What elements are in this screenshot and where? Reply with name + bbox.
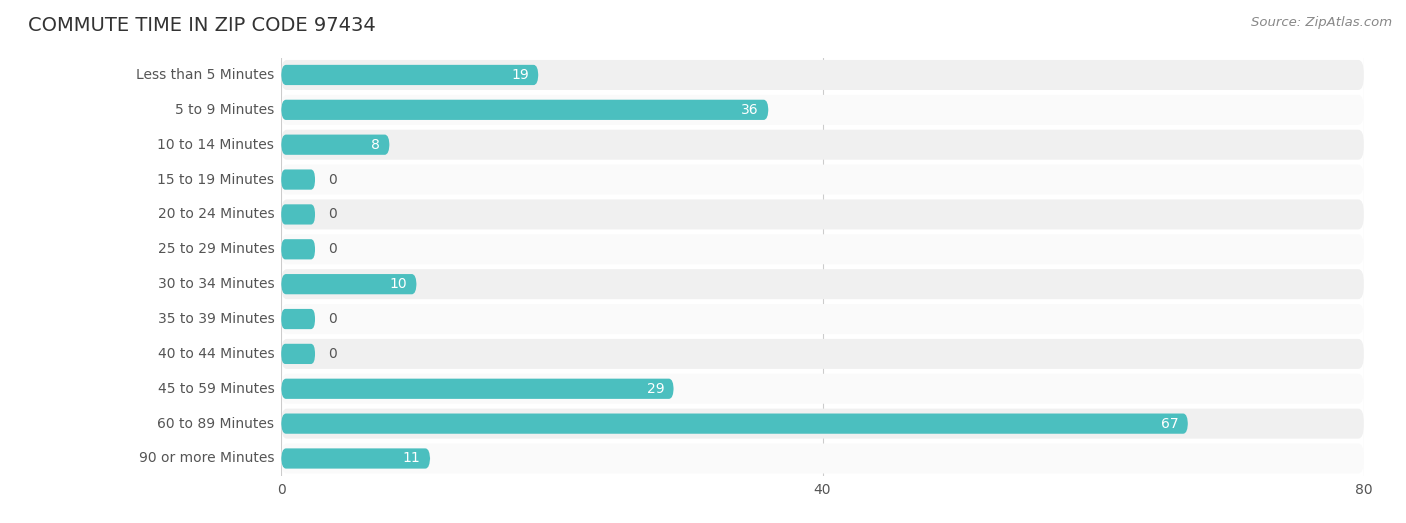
FancyBboxPatch shape bbox=[281, 130, 1364, 160]
FancyBboxPatch shape bbox=[281, 134, 389, 155]
Text: 60 to 89 Minutes: 60 to 89 Minutes bbox=[157, 417, 274, 430]
FancyBboxPatch shape bbox=[281, 304, 1364, 334]
Text: 67: 67 bbox=[1161, 417, 1178, 430]
FancyBboxPatch shape bbox=[281, 169, 315, 190]
FancyBboxPatch shape bbox=[281, 408, 1364, 439]
Text: 90 or more Minutes: 90 or more Minutes bbox=[139, 451, 274, 465]
Text: 10 to 14 Minutes: 10 to 14 Minutes bbox=[157, 138, 274, 152]
FancyBboxPatch shape bbox=[281, 60, 1364, 90]
Text: 10: 10 bbox=[389, 277, 408, 291]
Text: 5 to 9 Minutes: 5 to 9 Minutes bbox=[174, 103, 274, 117]
Text: 36: 36 bbox=[741, 103, 759, 117]
FancyBboxPatch shape bbox=[281, 234, 1364, 264]
Text: 11: 11 bbox=[404, 451, 420, 465]
Text: 0: 0 bbox=[329, 208, 337, 221]
Text: 40 to 44 Minutes: 40 to 44 Minutes bbox=[157, 347, 274, 361]
FancyBboxPatch shape bbox=[281, 239, 315, 259]
Text: Less than 5 Minutes: Less than 5 Minutes bbox=[136, 68, 274, 82]
Text: 0: 0 bbox=[329, 312, 337, 326]
FancyBboxPatch shape bbox=[281, 379, 673, 399]
Text: 15 to 19 Minutes: 15 to 19 Minutes bbox=[157, 173, 274, 187]
Text: 45 to 59 Minutes: 45 to 59 Minutes bbox=[157, 382, 274, 396]
FancyBboxPatch shape bbox=[281, 204, 315, 224]
Text: 25 to 29 Minutes: 25 to 29 Minutes bbox=[157, 242, 274, 256]
FancyBboxPatch shape bbox=[281, 444, 1364, 473]
FancyBboxPatch shape bbox=[281, 414, 1188, 434]
FancyBboxPatch shape bbox=[281, 95, 1364, 125]
FancyBboxPatch shape bbox=[281, 269, 1364, 299]
Text: 29: 29 bbox=[647, 382, 664, 396]
FancyBboxPatch shape bbox=[281, 344, 315, 364]
Text: 8: 8 bbox=[371, 138, 380, 152]
FancyBboxPatch shape bbox=[281, 199, 1364, 230]
FancyBboxPatch shape bbox=[281, 65, 538, 85]
FancyBboxPatch shape bbox=[281, 165, 1364, 195]
Text: 0: 0 bbox=[329, 347, 337, 361]
FancyBboxPatch shape bbox=[281, 274, 416, 294]
FancyBboxPatch shape bbox=[281, 100, 768, 120]
Text: 20 to 24 Minutes: 20 to 24 Minutes bbox=[157, 208, 274, 221]
Text: 0: 0 bbox=[329, 173, 337, 187]
FancyBboxPatch shape bbox=[281, 339, 1364, 369]
FancyBboxPatch shape bbox=[281, 448, 430, 469]
Text: COMMUTE TIME IN ZIP CODE 97434: COMMUTE TIME IN ZIP CODE 97434 bbox=[28, 16, 375, 35]
FancyBboxPatch shape bbox=[281, 309, 315, 329]
Text: 35 to 39 Minutes: 35 to 39 Minutes bbox=[157, 312, 274, 326]
Text: 19: 19 bbox=[512, 68, 529, 82]
Text: Source: ZipAtlas.com: Source: ZipAtlas.com bbox=[1251, 16, 1392, 29]
Text: 0: 0 bbox=[329, 242, 337, 256]
Text: 30 to 34 Minutes: 30 to 34 Minutes bbox=[157, 277, 274, 291]
FancyBboxPatch shape bbox=[281, 374, 1364, 404]
